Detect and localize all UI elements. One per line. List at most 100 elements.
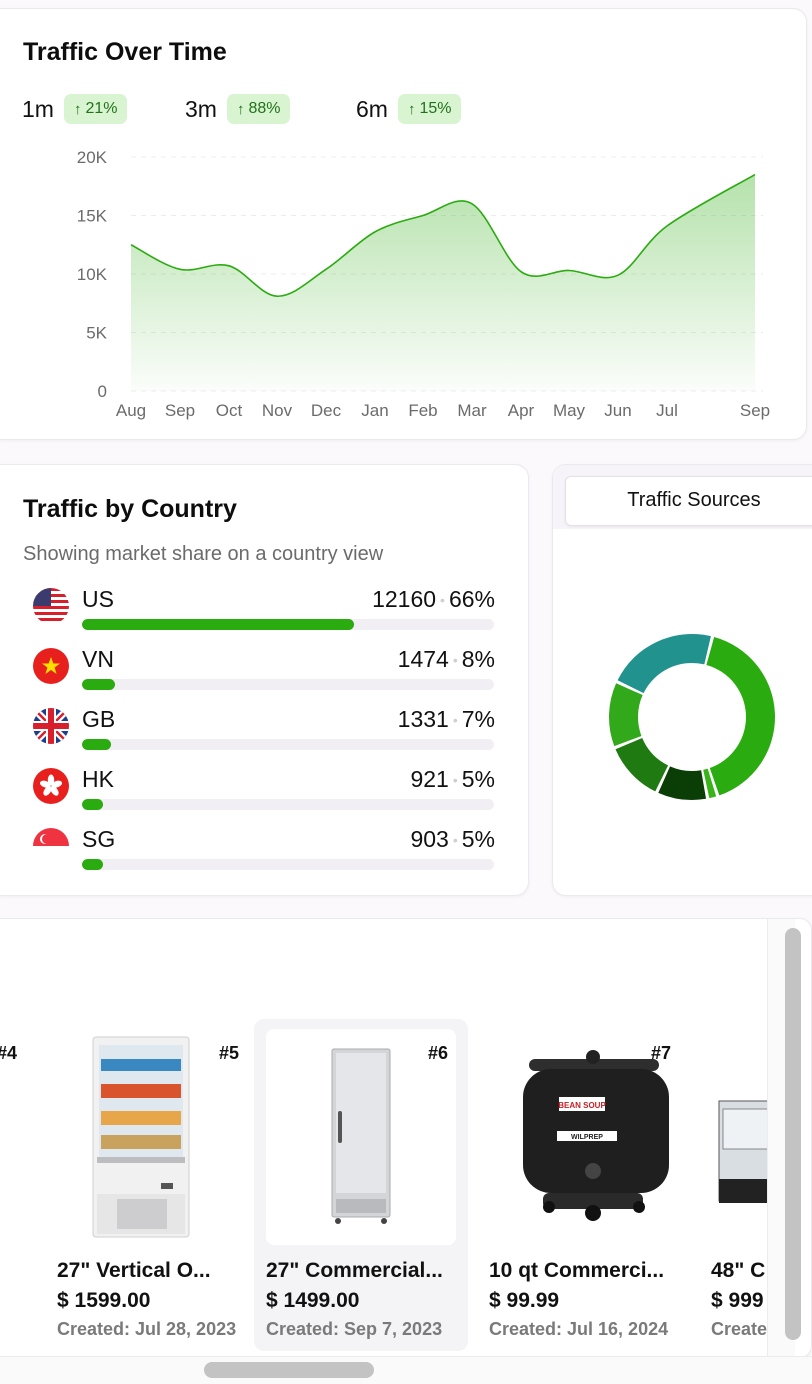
change-value: 15% [419,100,452,117]
vn-flag-icon [33,648,69,684]
x-tick-label: Sep [165,401,195,420]
change-badge: ↑ 88% [226,94,291,124]
kettle-label-text: BEAN SOUP [558,1101,606,1110]
area-fill [131,174,755,391]
vertical-cooler-image [57,1029,247,1245]
y-tick-label: 15K [77,207,108,226]
traffic-over-time-card: Traffic Over Time 1m ↑ 21% 3m ↑ 88% 6m ↑ 15… [0,8,807,440]
country-visits: 1474 [397,646,449,672]
period-label: 1m [22,95,54,122]
country-visits: 921 [410,766,449,792]
traffic-sources-donut-chart [609,634,775,800]
country-share: 7% [461,706,495,732]
traffic-sources-tab[interactable]: Traffic Sources [565,476,812,526]
country-row-us: US 12160 • 66% [33,586,495,644]
x-tick-label: Jul [656,401,678,420]
change-value: 88% [248,100,281,117]
country-share: 66% [448,586,495,612]
product-date: Created: Sep 7, 2023 [266,1319,443,1339]
x-tick-label: Apr [508,401,535,420]
donut-slice[interactable] [617,634,711,694]
vertical-scrollbar-thumb[interactable] [785,928,801,1340]
product-date: Created: Jul 16, 2024 [489,1319,669,1339]
x-tick-label: May [553,401,586,420]
period-label: 3m [185,95,217,122]
arrow-up-icon: ↑ [236,100,245,118]
traffic-sources-card: Traffic Sources [552,464,812,896]
product-card-5[interactable]: #5 27" Vertical O... $ 1599.00 Created: … [45,1019,259,1351]
x-tick-label: Jan [361,401,388,420]
commercial-fridge-image [266,1029,456,1245]
country-share: 5% [461,826,495,852]
period-label: 6m [356,95,388,122]
horizontal-scrollbar-thumb[interactable] [204,1362,374,1378]
product-rank: #4 [0,1043,17,1063]
country-code: VN [82,646,114,672]
traffic-by-country-title: Traffic by Country [23,495,237,523]
country-share: 8% [461,646,495,672]
share-bar [82,739,494,750]
separator-dot: • [452,771,458,788]
x-tick-label: Sep [740,401,770,420]
product-name: 48" C [711,1259,766,1282]
country-code: SG [82,826,116,852]
change-value: 21% [85,100,118,117]
product-name: 27" Vertical O... [57,1259,211,1282]
change-badge: ↑ 21% [63,94,128,124]
traffic-by-country-subtitle: Showing market share on a country view [23,543,384,565]
donut-slice[interactable] [658,766,707,800]
change-badge: ↑ 15% [397,94,462,124]
x-tick-label: Oct [216,401,243,420]
product-card-7[interactable]: BEAN SOUP WILPREP #7 10 qt Commerci... $… [477,1019,691,1351]
product-price: $ 1499.00 [266,1289,360,1312]
x-tick-label: Feb [408,401,437,420]
top-products-carousel: #4 4 #5 27" Vertical O... $ 1599.00 Crea… [0,918,812,1358]
product-card-4[interactable]: #4 4 [0,1019,17,1351]
y-tick-label: 20K [77,148,108,167]
product-date: Created: Jul 28, 2023 [57,1319,237,1339]
country-row-sg: SG 903 • 5% [33,826,495,884]
country-code: GB [82,706,116,732]
country-visits: 1331 [397,706,449,732]
share-bar [82,799,494,810]
country-stats: 1474 • 8% [398,646,495,673]
product-card-6[interactable]: #6 27" Commercial... $ 1499.00 Created: … [254,1019,468,1351]
country-row-gb: GB 1331 • 7% [33,706,495,764]
product-name: 10 qt Commerci... [489,1259,665,1282]
gb-flag-icon [33,708,69,744]
product-name: 27" Commercial... [266,1259,443,1282]
traffic-area-chart: 20K 15K 10K 5K 0 Aug Sep Oct Nov Dec Jan Feb Mar Apr… [77,148,770,420]
arrow-up-icon: ↑ [407,100,416,118]
traffic-sources-title: Traffic Sources [627,489,761,511]
x-tick-label: Nov [262,401,293,420]
country-visits: 12160 [372,586,437,612]
donut-slice[interactable] [703,768,717,799]
y-tick-label: 0 [98,382,107,401]
country-row-hk: HK 921 • 5% [33,766,495,824]
country-stats: 1331 • 7% [398,706,495,733]
product-rank: #6 [427,1043,448,1063]
series-line [130,173,756,298]
share-bar-fill [82,799,103,810]
country-code: US [82,586,114,612]
y-tick-label: 5K [86,324,107,343]
donut-slice[interactable] [706,637,775,796]
separator-dot: • [452,651,458,668]
country-share: 5% [461,766,495,792]
product-rank: #7 [650,1043,671,1063]
separator-dot: • [452,831,458,848]
share-bar-fill [82,739,111,750]
share-bar [82,679,494,690]
traffic-by-country-card: Traffic by Country Showing market share … [0,464,529,896]
period-3m: 3m ↑ 88% [185,94,291,124]
product-price: $ 1599.00 [57,1289,151,1312]
horizontal-scrollbar-track[interactable] [0,1356,812,1384]
soup-kettle-image: BEAN SOUP WILPREP [489,1029,679,1245]
donut-slice[interactable] [609,683,643,747]
x-tick-label: Mar [457,401,487,420]
x-tick-label: Jun [604,401,631,420]
country-visits: 903 [410,826,449,852]
separator-dot: • [440,591,445,608]
donut-slice[interactable] [615,737,669,792]
product-date: Create [711,1319,768,1339]
